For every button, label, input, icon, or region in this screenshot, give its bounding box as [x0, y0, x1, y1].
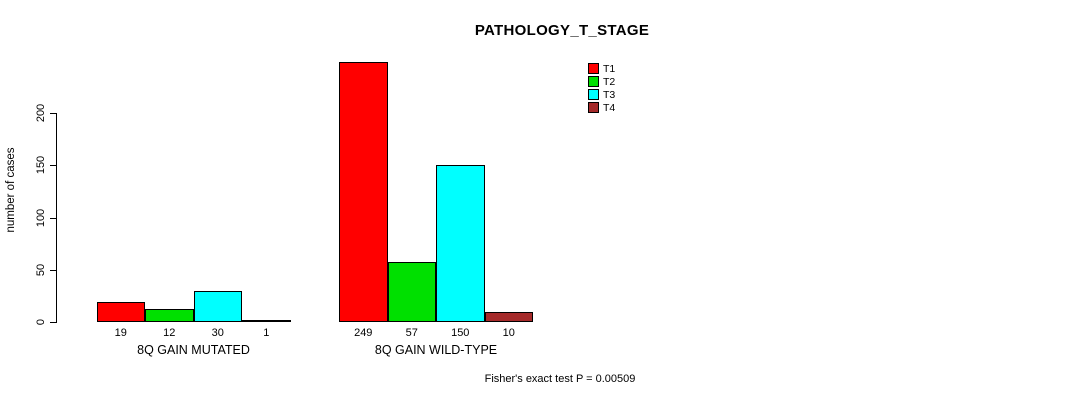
bar-value-label: 57 [405, 327, 418, 339]
fisher-test-annotation: Fisher's exact test P = 0.00509 [484, 373, 636, 385]
bar-t2 [145, 309, 194, 322]
chart-title: PATHOLOGY_T_STAGE [474, 22, 650, 39]
legend-swatch-t4 [588, 102, 599, 113]
y-tick [50, 218, 57, 219]
legend-label: T1 [603, 63, 616, 75]
y-tick-label: 200 [35, 103, 47, 123]
legend-label: T4 [603, 102, 616, 114]
y-tick-label: 0 [35, 318, 47, 326]
legend-label: T2 [603, 76, 616, 88]
bar-value-label: 1 [263, 327, 270, 339]
bar-t2 [387, 262, 436, 322]
bar-value-label: 150 [451, 327, 470, 339]
y-tick [50, 270, 57, 271]
bar-t4 [484, 311, 533, 322]
bar-value-label: 19 [114, 327, 127, 339]
bar-value-label: 249 [354, 327, 373, 339]
y-axis-label: number of cases [5, 147, 17, 233]
bar-t4 [242, 320, 291, 322]
legend-label: T3 [603, 89, 616, 101]
x-group-label: 8Q GAIN WILD-TYPE [374, 343, 498, 357]
y-tick-label: 100 [35, 208, 47, 227]
bar-value-label: 10 [502, 327, 515, 339]
y-tick [50, 322, 57, 323]
bar-t1 [96, 302, 145, 322]
y-tick [50, 113, 57, 114]
legend-swatch-t2 [588, 76, 599, 87]
bar-t3 [436, 165, 485, 322]
y-tick-label: 50 [35, 263, 47, 276]
legend-swatch-t3 [588, 89, 599, 100]
bar-value-label: 12 [163, 327, 176, 339]
bar-t3 [193, 290, 242, 322]
x-group-label: 8Q GAIN MUTATED [137, 343, 250, 357]
y-tick [50, 165, 57, 166]
bar-value-label: 30 [211, 327, 224, 339]
y-tick-label: 150 [35, 156, 47, 175]
bar-t1 [339, 61, 388, 322]
legend-swatch-t1 [588, 63, 599, 74]
